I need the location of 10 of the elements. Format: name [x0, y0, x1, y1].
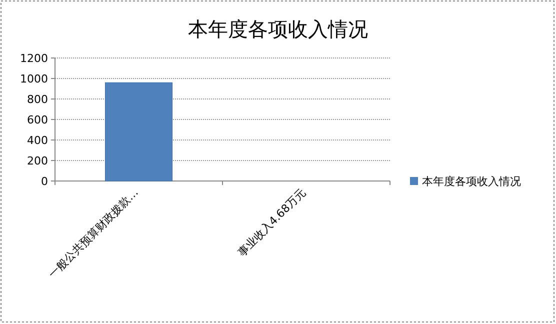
chart-title: 本年度各项收入情况 — [188, 17, 368, 41]
y-tick-label: 200 — [27, 154, 48, 168]
x-tick-label: 一般公共预算财政拨款… — [46, 186, 141, 281]
legend-label: 本年度各项收入情况 — [422, 175, 521, 188]
y-tick-label: 1200 — [20, 52, 48, 65]
y-tick-label: 400 — [27, 134, 48, 147]
y-tick-label: 800 — [27, 93, 48, 106]
y-tick-label: 600 — [27, 114, 48, 126]
y-tick-label: 1000 — [20, 72, 48, 86]
y-tick-label: 0 — [41, 175, 48, 188]
